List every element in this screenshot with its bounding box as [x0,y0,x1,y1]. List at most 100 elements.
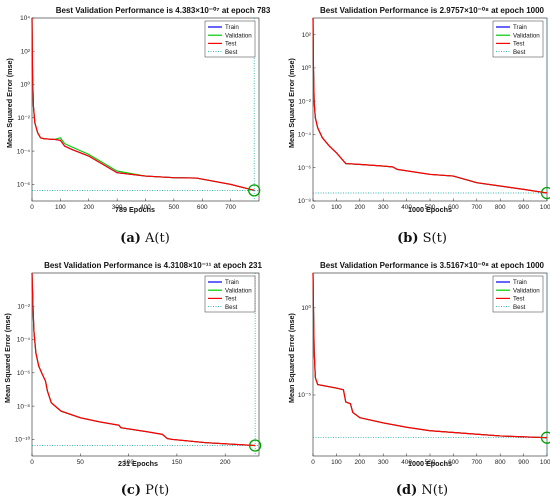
x-axis-label: 789 Epochs [115,205,155,214]
legend-entry: Validation [225,287,252,294]
legend-entry: Train [225,24,239,31]
x-tick-label: 0 [30,459,34,466]
caption-label: (c) [121,483,141,498]
panel-a: Best Validation Performance is 4.383×10⁻… [5,6,271,246]
x-tick-label: 100 [55,204,66,211]
x-tick-label: 900 [518,204,529,211]
y-tick-label: 10⁰ [20,82,30,89]
x-tick-label: 200 [83,204,94,211]
series-test [31,17,255,191]
x-tick-label: 800 [495,204,506,211]
x-tick-label: 400 [401,204,412,211]
caption-label: (b) [397,231,418,246]
plot-1: 0 100 200 300 400 500 600 700 800 900 1000 10² 10⁰ 10… [298,17,550,211]
legend-entry: Test [225,296,237,303]
caption-label: (a) [120,231,141,246]
legend-entry: Test [225,41,237,48]
x-tick-label: 150 [172,459,183,466]
x-axis-label: 1000 Epochs [408,205,452,214]
y-tick-label: 10² [302,32,311,39]
caption: (c) P(t) [121,483,169,498]
legend-box [204,20,256,58]
legend-entry: Best [513,49,526,56]
legend-entry: Validation [513,287,540,294]
x-tick-label: 100 [123,459,134,466]
series-test [312,272,548,439]
y-tick-label: 10⁻⁴ [17,148,30,155]
chart-title: Best Validation Performance is 2.9757×10… [320,6,545,15]
chart-title: Best Validation Performance is 4.3108×10… [44,261,262,270]
x-tick-label: 1000 [540,459,550,466]
plot-3: 0 100 200 300 400 500 600 700 800 900 1000 10⁰ 10⁻⁵ T… [298,272,550,466]
x-tick-label: 50 [77,459,85,466]
y-tick-label: 10⁻⁶ [298,165,311,172]
y-tick-label: 10⁻⁴ [17,337,30,344]
y-tick-label: 10⁰ [301,65,311,72]
y-tick-label: 10⁻⁴ [298,132,311,139]
x-tick-label: 700 [471,204,482,211]
caption-text: A(t) [144,231,170,246]
x-tick-label: 600 [197,204,208,211]
x-tick-label: 300 [378,459,389,466]
caption: (a) A(t) [120,231,170,246]
x-tick-label: 300 [112,204,123,211]
y-tick-label: 10⁻⁵ [298,392,311,399]
legend-entry: Validation [513,32,540,39]
y-axis-label: Mean Squared Error (mse) [287,57,296,147]
caption-text: P(t) [145,483,169,498]
y-tick-label: 10⁻² [17,303,30,310]
legend-entry: Best [513,304,526,311]
x-tick-label: 400 [401,459,412,466]
x-tick-label: 800 [495,459,506,466]
plot-2: 0 50 100 150 200 10⁻² 10⁻⁴ 10⁻⁶ 10⁻⁸ 10⁻¹⁰ TrainVa… [15,272,262,466]
x-tick-label: 500 [425,204,436,211]
best-point-marker [248,184,261,197]
panel-c: Best Validation Performance is 4.3108×10… [3,261,262,498]
chart-title: Best Validation Performance is 4.383×10⁻… [56,6,271,15]
y-tick-label: 10⁻⁶ [17,370,30,377]
series-test [312,17,548,194]
x-tick-label: 600 [448,204,459,211]
best-point-marker [248,439,262,452]
x-tick-label: 1000 [540,204,550,211]
plot-0: 0 100 200 300 400 500 600 700 10⁴ 10² 10⁰ 10⁻² 10⁻⁴ 1… [17,15,261,211]
legend-entry: Train [225,279,239,286]
x-tick-label: 300 [378,204,389,211]
panel-d: Best Validation Performance is 3.5167×10… [287,261,545,498]
x-tick-label: 700 [225,204,236,211]
best-point-marker [540,431,550,444]
y-tick-label: 10⁰ [301,305,311,312]
y-tick-label: 10⁻⁸ [298,198,311,205]
caption: (d) N(t) [396,483,448,498]
best-point-marker [540,186,550,200]
x-tick-label: 0 [311,204,315,211]
x-tick-label: 100 [331,459,342,466]
y-tick-label: 10⁻⁸ [17,403,30,410]
legend-entry: Train [513,279,527,286]
legend-entry: Test [513,41,525,48]
y-tick-label: 10⁻⁶ [17,182,30,189]
y-axis-label: Mean Squared Error (mse) [5,57,14,147]
caption-text: S(t) [423,231,447,246]
caption: (b) S(t) [397,231,447,246]
y-axis-label: Mean Squared Error (mse) [287,312,296,402]
x-tick-label: 200 [354,204,365,211]
x-tick-label: 0 [30,204,34,211]
y-tick-label: 10⁻¹⁰ [15,437,31,444]
y-tick-label: 10⁴ [20,15,30,22]
x-tick-label: 600 [448,459,459,466]
x-tick-label: 200 [220,459,231,466]
legend-entry: Validation [225,32,252,39]
chart-title: Best Validation Performance is 3.5167×10… [320,261,545,270]
y-tick-label: 10⁻² [298,98,311,105]
legend-entry: Best [225,304,238,311]
caption-label: (d) [396,483,417,498]
legend-entry: Test [513,296,525,303]
x-tick-label: 0 [311,459,315,466]
caption-text: N(t) [421,483,448,498]
legend-entry: Train [513,24,527,31]
y-axis-label: Mean Squared Error (mse) [3,312,12,402]
y-tick-label: 10² [21,48,30,55]
legend-entry: Best [225,49,238,56]
